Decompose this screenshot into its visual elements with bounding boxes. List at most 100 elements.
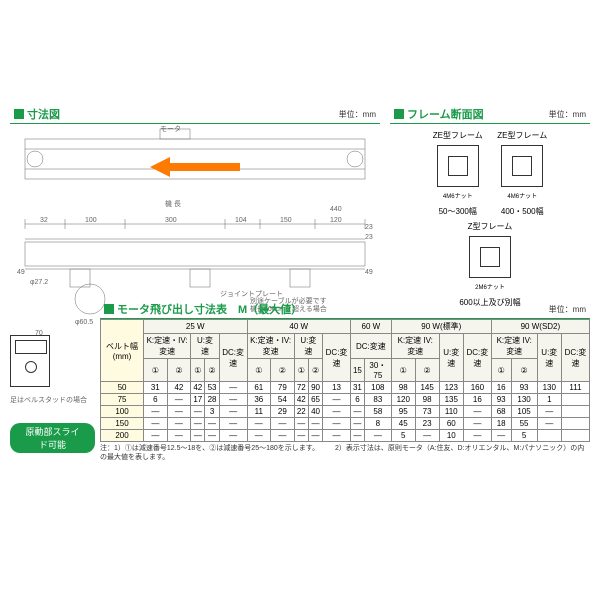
dim-120: 120 <box>330 217 342 224</box>
table-cell: 105 <box>511 406 537 418</box>
sub-90b-2: DC:変速 <box>561 334 589 382</box>
table-cell: — <box>463 418 491 430</box>
table-row-width: 100 <box>101 406 144 418</box>
table-cell <box>561 418 589 430</box>
frame-nut-2: 2M6ナット <box>459 282 520 291</box>
slide-tag: 原動部スライド可能 <box>10 423 95 453</box>
table-cell: 17 <box>191 394 205 406</box>
table-row-width: 75 <box>101 394 144 406</box>
sub-40-1: U:変速 <box>294 334 322 359</box>
table-cell: 95 <box>391 406 415 418</box>
table-cell: 68 <box>491 406 511 418</box>
c-8: 15 <box>350 359 364 382</box>
table-cell: 60 <box>439 418 463 430</box>
table-cell: 83 <box>364 394 391 406</box>
grp-25w: 25 W <box>144 320 247 334</box>
table-cell: 36 <box>247 394 271 406</box>
dim-100: 100 <box>85 217 97 224</box>
c-1: ② <box>167 359 191 382</box>
frame-nut-0: 4M6ナット <box>433 191 483 200</box>
table-cell: — <box>537 406 561 418</box>
dim-23a: 23 <box>365 224 373 231</box>
table-cell: 16 <box>491 382 511 394</box>
table-cell: 79 <box>271 382 295 394</box>
dim-104: 104 <box>235 217 247 224</box>
table-cell: — <box>144 406 168 418</box>
table-cell: 108 <box>364 382 391 394</box>
dim-150: 150 <box>280 217 292 224</box>
table-cell: 6 <box>144 394 168 406</box>
table-cell: 10 <box>439 430 463 442</box>
table-cell: — <box>144 418 168 430</box>
table-cell: — <box>191 430 205 442</box>
dim-49a: 49 <box>17 269 25 276</box>
col-belt: ベルト幅 (mm) <box>101 320 144 382</box>
grp-90wa: 90 W(標準) <box>391 320 491 334</box>
table-cell: — <box>219 394 247 406</box>
c-9: 30・75 <box>364 359 391 382</box>
table-cell: 73 <box>415 406 439 418</box>
dim-49b: 49 <box>365 269 373 276</box>
sub-25-0: K:定速・IV:変速 <box>144 334 191 359</box>
dim-length: 機 長 <box>165 199 181 209</box>
table-cell: — <box>323 430 351 442</box>
grp-90wb: 90 W(SD2) <box>491 320 589 334</box>
table-cell: 93 <box>491 394 511 406</box>
table-cell: 40 <box>308 406 322 418</box>
table-cell: 55 <box>511 418 537 430</box>
table-cell: — <box>167 430 191 442</box>
table-cell: — <box>350 406 364 418</box>
dim-23b: 23 <box>365 234 373 241</box>
frame-name-0: ZE型フレーム <box>433 130 483 141</box>
table-cell: 42 <box>167 382 191 394</box>
table-cell: 110 <box>439 406 463 418</box>
table-cell: — <box>191 418 205 430</box>
table-cell: — <box>415 430 439 442</box>
c-6: ① <box>294 359 308 382</box>
dim-32: 32 <box>40 217 48 224</box>
phi-27: φ27.2 <box>30 279 48 286</box>
frame-unit: 単位：mm <box>549 109 586 120</box>
sub-40-0: K:定速・IV:変速 <box>247 334 294 359</box>
c-11: ② <box>415 359 439 382</box>
table-cell: — <box>247 430 271 442</box>
table-cell: — <box>219 418 247 430</box>
table-cell: 5 <box>391 430 415 442</box>
table-cell: — <box>364 430 391 442</box>
dimension-unit: 単位：mm <box>339 109 376 120</box>
table-cell: — <box>144 430 168 442</box>
c-13: ② <box>511 359 537 382</box>
c-5: ② <box>271 359 295 382</box>
sub-25-1: U:変速 <box>191 334 219 359</box>
table-note: 注：1）①は減速番号12.5～18を、②は減速番号25～180を示します。 2）… <box>100 444 590 462</box>
grp-40w: 40 W <box>247 320 350 334</box>
table-cell: — <box>271 430 295 442</box>
table-cell: 54 <box>271 394 295 406</box>
table-cell: — <box>247 418 271 430</box>
c-12: ① <box>491 359 511 382</box>
table-cell: — <box>167 406 191 418</box>
dim-440: 440 <box>330 206 342 213</box>
table-row-width: 50 <box>101 382 144 394</box>
table-cell: 58 <box>364 406 391 418</box>
table-cell: 120 <box>391 394 415 406</box>
table-cell <box>561 430 589 442</box>
table-cell: — <box>219 430 247 442</box>
table-cell: — <box>219 382 247 394</box>
table-cell: — <box>491 430 511 442</box>
sub-60-0: DC:変速 <box>350 334 391 359</box>
sub-90a-0: K:定速 IV:変速 <box>391 334 439 359</box>
table-cell: 13 <box>323 382 351 394</box>
frame-range-1: 400・500幅 <box>497 206 547 217</box>
sub-90a-1: U:変速 <box>439 334 463 382</box>
dim-300: 300 <box>165 217 177 224</box>
table-cell: 160 <box>463 382 491 394</box>
table-cell: 8 <box>364 418 391 430</box>
table-cell: 135 <box>439 394 463 406</box>
table-row-width: 150 <box>101 418 144 430</box>
table-cell: 130 <box>537 382 561 394</box>
table-cell: 145 <box>415 382 439 394</box>
frame-name-1: ZE型フレーム <box>497 130 547 141</box>
c-0: ① <box>144 359 168 382</box>
table-cell: — <box>219 406 247 418</box>
